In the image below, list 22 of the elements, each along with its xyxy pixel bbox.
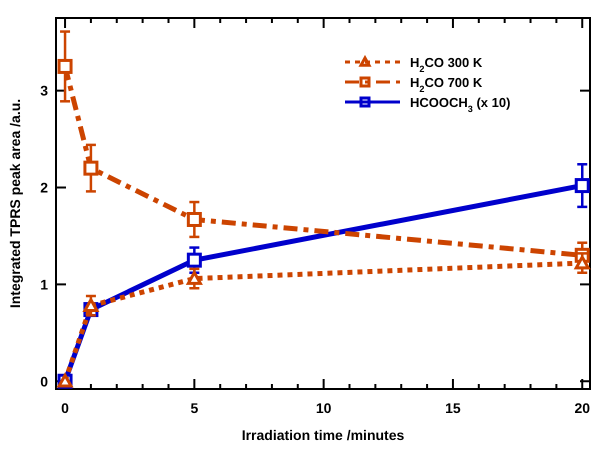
point	[83, 160, 98, 176]
point	[186, 252, 202, 268]
y-tick-label: 0	[40, 373, 48, 390]
x-tick-label: 10	[316, 400, 332, 416]
point	[83, 298, 98, 312]
y-tick-label: 1	[40, 276, 48, 292]
y-tick-label: 2	[40, 180, 48, 196]
point	[574, 256, 590, 270]
x-tick-label: 5	[190, 400, 198, 416]
y-axis-title: Integrated TPRS peak area /a.u.	[7, 98, 23, 308]
x-axis-title: Irradiation time /minutes	[242, 427, 405, 443]
legend-label: H$_{2}$CO 700 K	[410, 75, 483, 94]
point	[574, 178, 590, 194]
legend-label: HCOOCH$_{3}$ (x 10)	[410, 95, 510, 114]
x-tick-label: 20	[574, 400, 590, 416]
point	[186, 212, 202, 227]
point	[58, 58, 73, 74]
y-tick-label: 3	[40, 82, 48, 99]
point	[186, 271, 202, 285]
x-tick-label: 15	[445, 400, 461, 416]
x-tick-label: 0	[61, 400, 70, 416]
legend-label: H$_{2}$CO 300 K	[410, 55, 483, 74]
